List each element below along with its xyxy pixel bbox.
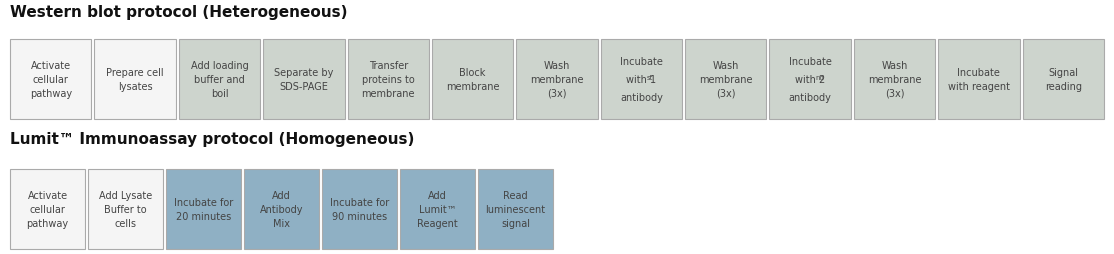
Text: with 2: with 2 xyxy=(795,75,825,85)
Text: Separate by
SDS-PAGE: Separate by SDS-PAGE xyxy=(274,68,333,91)
Text: Incubate for
90 minutes: Incubate for 90 minutes xyxy=(330,197,389,221)
FancyBboxPatch shape xyxy=(516,40,598,120)
Text: Add
Antibody
Mix: Add Antibody Mix xyxy=(260,191,303,228)
Text: Transfer
proteins to
membrane: Transfer proteins to membrane xyxy=(361,61,416,98)
FancyBboxPatch shape xyxy=(263,40,344,120)
Text: Activate
cellular
pathway: Activate cellular pathway xyxy=(30,61,71,98)
Text: Read
luminescent
signal: Read luminescent signal xyxy=(486,191,546,228)
FancyBboxPatch shape xyxy=(400,169,475,249)
FancyBboxPatch shape xyxy=(1023,40,1104,120)
Text: Add loading
buffer and
boil: Add loading buffer and boil xyxy=(190,61,248,98)
Text: Lumit™ Immunoassay protocol (Homogeneous): Lumit™ Immunoassay protocol (Homogeneous… xyxy=(10,132,414,146)
FancyBboxPatch shape xyxy=(600,40,682,120)
Text: st: st xyxy=(647,74,653,80)
FancyBboxPatch shape xyxy=(348,40,429,120)
Text: Incubate for
20 minutes: Incubate for 20 minutes xyxy=(174,197,233,221)
FancyBboxPatch shape xyxy=(432,40,514,120)
Text: Wash
membrane
(3x): Wash membrane (3x) xyxy=(868,61,921,98)
Text: Incubate: Incubate xyxy=(620,57,663,67)
Text: with 1: with 1 xyxy=(626,75,656,85)
Text: Activate
cellular
pathway: Activate cellular pathway xyxy=(27,191,69,228)
Text: antibody: antibody xyxy=(789,93,831,103)
FancyBboxPatch shape xyxy=(322,169,397,249)
Text: Incubate: Incubate xyxy=(789,57,831,67)
FancyBboxPatch shape xyxy=(10,169,85,249)
FancyBboxPatch shape xyxy=(88,169,163,249)
FancyBboxPatch shape xyxy=(244,169,319,249)
Text: nd: nd xyxy=(815,74,824,80)
Text: Incubate
with reagent: Incubate with reagent xyxy=(948,68,1010,91)
Text: Wash
membrane
(3x): Wash membrane (3x) xyxy=(530,61,584,98)
FancyBboxPatch shape xyxy=(938,40,1019,120)
FancyBboxPatch shape xyxy=(478,169,553,249)
Text: Add Lysate
Buffer to
cells: Add Lysate Buffer to cells xyxy=(99,191,153,228)
FancyBboxPatch shape xyxy=(685,40,766,120)
Text: Add
Lumit™
Reagent: Add Lumit™ Reagent xyxy=(417,191,458,228)
FancyBboxPatch shape xyxy=(853,40,936,120)
Text: antibody: antibody xyxy=(620,93,663,103)
Text: Signal
reading: Signal reading xyxy=(1045,68,1082,91)
Text: Western blot protocol (Heterogeneous): Western blot protocol (Heterogeneous) xyxy=(10,5,348,20)
FancyBboxPatch shape xyxy=(95,40,176,120)
FancyBboxPatch shape xyxy=(770,40,851,120)
Text: Block
membrane: Block membrane xyxy=(446,68,499,91)
Text: Prepare cell
lysates: Prepare cell lysates xyxy=(106,68,164,91)
FancyBboxPatch shape xyxy=(10,40,91,120)
FancyBboxPatch shape xyxy=(166,169,241,249)
FancyBboxPatch shape xyxy=(178,40,261,120)
Text: Wash
membrane
(3x): Wash membrane (3x) xyxy=(698,61,753,98)
